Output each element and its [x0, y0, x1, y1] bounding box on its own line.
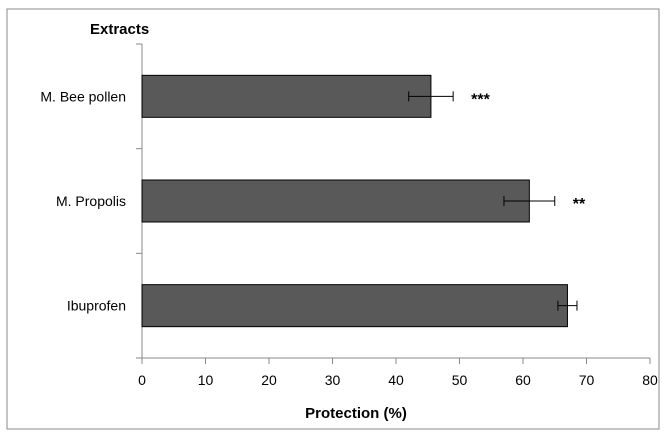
x-tick-label: 40: [388, 372, 404, 388]
chart-border: [6, 8, 660, 430]
y-axis-title: Extracts: [90, 21, 149, 38]
x-tick-label: 0: [138, 372, 146, 388]
x-tick-label: 70: [579, 372, 595, 388]
significance-marker: ***: [471, 91, 490, 108]
x-tick-label: 30: [325, 372, 341, 388]
category-label: M. Propolis: [56, 193, 126, 209]
x-tick-label: 80: [642, 372, 658, 388]
category-label: M. Bee pollen: [40, 88, 126, 104]
x-axis-title: Protection (%): [305, 405, 407, 422]
x-tick-label: 60: [515, 372, 531, 388]
bar: [141, 74, 432, 118]
significance-marker: **: [573, 196, 586, 213]
x-tick-label: 50: [452, 372, 468, 388]
bar: [141, 179, 530, 223]
plot-area: 0 10 20 30 40 50 60 70 80 M. Bee pollen *** M. Prop…: [40, 43, 658, 388]
x-tick-label: 20: [261, 372, 277, 388]
bar: [141, 284, 568, 328]
x-tick-label: 10: [198, 372, 214, 388]
category-label: Ibuprofen: [67, 298, 126, 314]
